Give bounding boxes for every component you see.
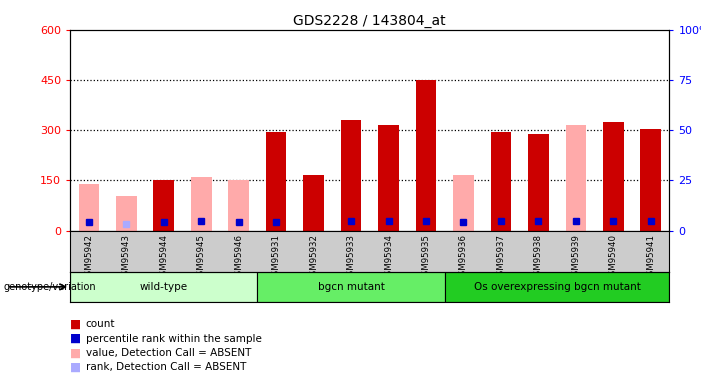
Title: GDS2228 / 143804_at: GDS2228 / 143804_at bbox=[294, 13, 446, 28]
Bar bbox=[379, 125, 399, 231]
Bar bbox=[116, 195, 137, 231]
Bar bbox=[191, 177, 212, 231]
Text: GSM95944: GSM95944 bbox=[159, 234, 168, 281]
Bar bbox=[341, 120, 361, 231]
Text: GSM95933: GSM95933 bbox=[346, 234, 355, 281]
Text: GSM95946: GSM95946 bbox=[234, 234, 243, 281]
Bar bbox=[453, 176, 474, 231]
Bar bbox=[70, 272, 257, 302]
Text: GSM95945: GSM95945 bbox=[197, 234, 205, 281]
Bar bbox=[304, 176, 324, 231]
Bar bbox=[566, 125, 586, 231]
Text: ■: ■ bbox=[70, 346, 81, 359]
Text: GSM95943: GSM95943 bbox=[122, 234, 131, 281]
Bar bbox=[229, 180, 249, 231]
Bar bbox=[79, 184, 99, 231]
Bar bbox=[603, 122, 624, 231]
Bar bbox=[444, 272, 669, 302]
Text: GSM95935: GSM95935 bbox=[421, 234, 430, 281]
Text: GSM95940: GSM95940 bbox=[608, 234, 618, 281]
Text: count: count bbox=[86, 320, 115, 329]
Text: GSM95932: GSM95932 bbox=[309, 234, 318, 281]
Text: GSM95934: GSM95934 bbox=[384, 234, 393, 281]
Text: ■: ■ bbox=[70, 318, 81, 331]
Text: GSM95931: GSM95931 bbox=[271, 234, 280, 281]
Bar bbox=[154, 180, 174, 231]
Bar bbox=[491, 132, 511, 231]
Text: ■: ■ bbox=[70, 332, 81, 345]
Text: rank, Detection Call = ABSENT: rank, Detection Call = ABSENT bbox=[86, 362, 246, 372]
Text: GSM95941: GSM95941 bbox=[646, 234, 655, 281]
Bar bbox=[528, 134, 549, 231]
Text: ■: ■ bbox=[70, 361, 81, 374]
Bar bbox=[257, 272, 444, 302]
Text: GSM95939: GSM95939 bbox=[571, 234, 580, 281]
Bar bbox=[266, 132, 287, 231]
Text: genotype/variation: genotype/variation bbox=[4, 282, 96, 292]
Bar bbox=[416, 80, 436, 231]
Text: bgcn mutant: bgcn mutant bbox=[318, 282, 384, 292]
Text: GSM95942: GSM95942 bbox=[84, 234, 93, 281]
Text: value, Detection Call = ABSENT: value, Detection Call = ABSENT bbox=[86, 348, 251, 358]
Text: GSM95937: GSM95937 bbox=[496, 234, 505, 281]
Text: GSM95938: GSM95938 bbox=[534, 234, 543, 281]
Text: GSM95936: GSM95936 bbox=[459, 234, 468, 281]
Text: wild-type: wild-type bbox=[139, 282, 188, 292]
Text: Os overexpressing bgcn mutant: Os overexpressing bgcn mutant bbox=[474, 282, 641, 292]
Text: percentile rank within the sample: percentile rank within the sample bbox=[86, 334, 261, 344]
Bar bbox=[641, 129, 661, 231]
